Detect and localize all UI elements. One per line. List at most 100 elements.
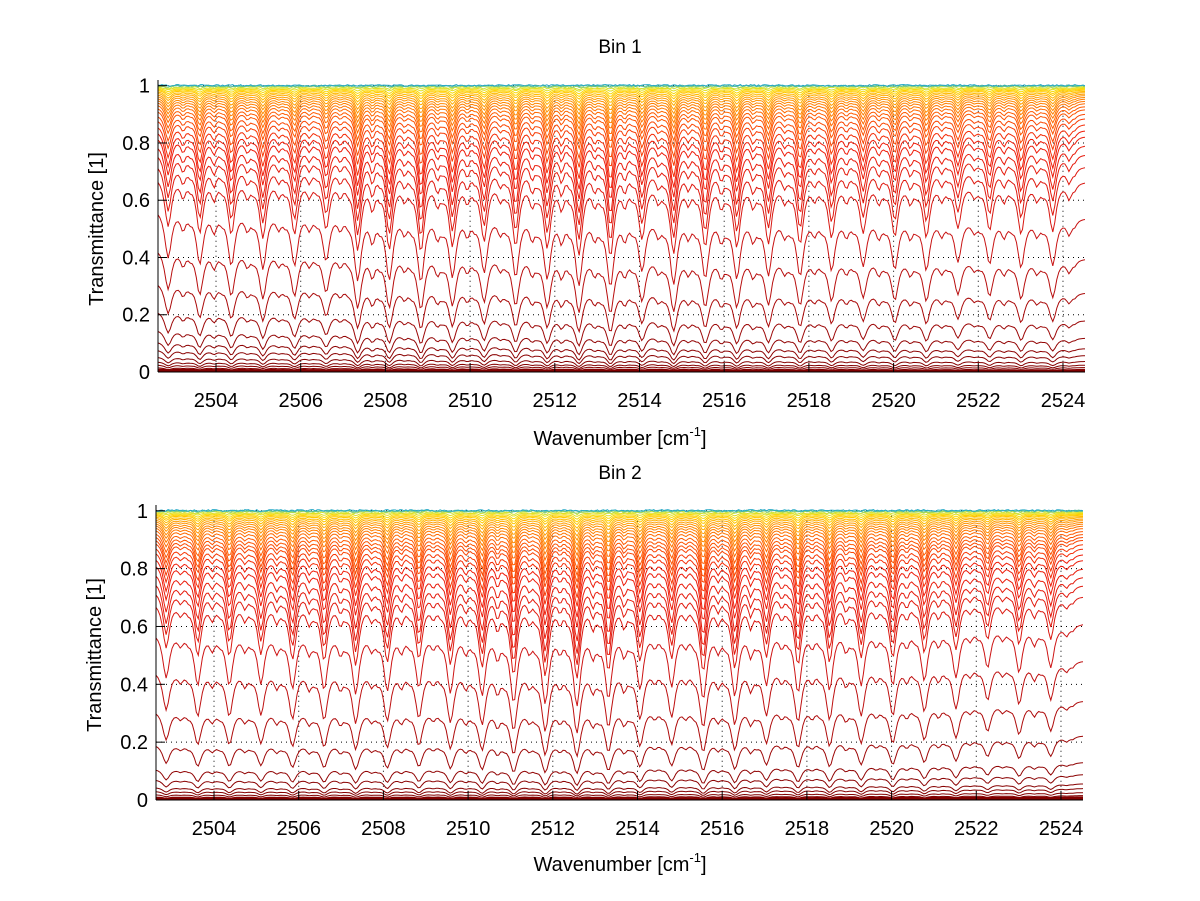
spectrum-curve <box>158 342 1085 361</box>
spectrum-curve <box>156 513 1083 520</box>
axes: 2504 2506 2508 2510 2512 2514 2516 2518 2520 2522… <box>120 501 1083 840</box>
y-tick-label: 0.2 <box>122 305 150 327</box>
x-tick-label: 2504 <box>194 390 239 412</box>
spectrum-curve <box>156 528 1083 563</box>
spectrum-curve <box>156 525 1083 557</box>
spectrum-curve <box>156 518 1083 537</box>
spectrum-curve <box>158 97 1085 121</box>
spectrum-curve <box>158 364 1085 371</box>
spectrum-curve <box>158 357 1085 368</box>
spectrum-curve <box>156 514 1083 526</box>
spectrum-curve <box>156 577 1083 654</box>
spectrum-curve <box>158 350 1085 365</box>
x-tick-label: 2514 <box>617 390 662 412</box>
spectrum-curve <box>156 522 1083 547</box>
spectrum-curve <box>158 109 1085 151</box>
spectrum-curve <box>156 548 1083 607</box>
spectrum-curve <box>156 795 1083 800</box>
spectrum-curve <box>156 534 1083 578</box>
y-tick-label: 0.8 <box>120 559 148 581</box>
spectrum-curve <box>158 87 1085 92</box>
spectrum-curve <box>158 93 1085 112</box>
spectrum-curve <box>156 796 1083 800</box>
spectrum-curve <box>158 214 1085 286</box>
spectrum-curve <box>158 103 1085 137</box>
spectrum-curve <box>156 554 1083 618</box>
spectrum-curve <box>158 113 1085 161</box>
spectrum-curve <box>156 523 1083 551</box>
spectrum-curve <box>158 95 1085 116</box>
spectrum-curve <box>158 145 1085 213</box>
x-tick-label: 2508 <box>361 818 406 840</box>
spectrum-curve <box>158 83 1085 87</box>
spectrum-curve <box>156 762 1083 787</box>
spectrum-curve <box>158 252 1085 313</box>
spectrum-curve <box>156 508 1083 512</box>
x-tick-label: 2514 <box>615 818 660 840</box>
x-tick-label: 2506 <box>276 818 321 840</box>
x-tick-label: 2510 <box>448 390 493 412</box>
x-tick-label: 2518 <box>787 390 832 412</box>
spectrum-curve <box>158 89 1085 100</box>
x-tick-label: 2520 <box>869 818 914 840</box>
x-tick-label: 2524 <box>1041 390 1086 412</box>
x-axis-label: Wavenumber [cm-1] <box>533 850 706 876</box>
spectrum-curve <box>158 100 1085 131</box>
axes: 2504 2506 2508 2510 2512 2514 2516 2518 2520 2522… <box>122 76 1085 412</box>
spectrum-curve <box>158 361 1085 369</box>
y-tick-label: 1 <box>137 501 148 523</box>
x-tick-label: 2516 <box>700 818 745 840</box>
spectrum-curve <box>156 585 1083 665</box>
spectrum-curve <box>156 596 1083 679</box>
x-tick-label: 2522 <box>956 390 1001 412</box>
y-tick-label: 1 <box>139 76 150 98</box>
x-tick-label: 2512 <box>533 390 578 412</box>
spectrum-curve <box>156 624 1083 707</box>
spectrum-curve <box>156 544 1083 598</box>
spectrum-curve <box>158 92 1085 107</box>
spectrum-curve <box>156 513 1083 523</box>
y-tick-label: 0.4 <box>120 674 148 696</box>
spectrum-curve <box>156 531 1083 571</box>
spectrum-curve <box>158 130 1085 190</box>
spectrum-curve <box>158 330 1085 356</box>
spectrum-curve <box>158 106 1085 144</box>
y-tick-label: 0.4 <box>122 247 150 269</box>
spectrum-curve <box>158 91 1085 104</box>
y-tick-label: 0 <box>139 362 150 384</box>
x-tick-label: 2512 <box>531 818 576 840</box>
spectrum-curve <box>158 136 1085 200</box>
y-tick-label: 0.2 <box>120 732 148 754</box>
x-tick-label: 2508 <box>363 390 408 412</box>
chart-title: Bin 2 <box>598 463 641 484</box>
spectrum-curve <box>156 774 1083 792</box>
x-tick-label: 2524 <box>1039 818 1084 840</box>
x-tick-label: 2504 <box>192 818 237 840</box>
x-axis-label-text: Wavenumber [cm <box>533 854 689 876</box>
spectrum-curve <box>156 568 1083 642</box>
spectrum-curve <box>158 312 1085 348</box>
spectrum-curve <box>158 88 1085 98</box>
spectrum-curve <box>158 155 1085 226</box>
x-axis-label-suffix: ] <box>701 854 707 876</box>
chart-title: Bin 1 <box>598 37 641 58</box>
spectrum-curve <box>158 182 1085 256</box>
spectrum-curve <box>156 512 1083 517</box>
x-axis-label-superscript: -1 <box>689 424 701 439</box>
subplot-bin-1: 2504 2506 2508 2510 2512 2514 2516 2518 2520 2522… <box>86 37 1085 450</box>
y-tick-label: 0.8 <box>122 133 150 155</box>
y-axis-label: Transmittance [1] <box>86 152 108 306</box>
spectrum-curve <box>156 560 1083 628</box>
curves <box>158 83 1085 372</box>
spectrum-curve <box>156 783 1083 795</box>
spectrum-curve <box>156 537 1083 583</box>
x-axis-label-suffix: ] <box>701 428 707 450</box>
x-tick-label: 2506 <box>278 390 323 412</box>
x-tick-label: 2518 <box>785 818 830 840</box>
spectrum-curve <box>156 735 1083 775</box>
spectrum-curve <box>156 788 1083 797</box>
spectrum-curve <box>156 701 1083 758</box>
spectrum-curve <box>156 520 1083 542</box>
